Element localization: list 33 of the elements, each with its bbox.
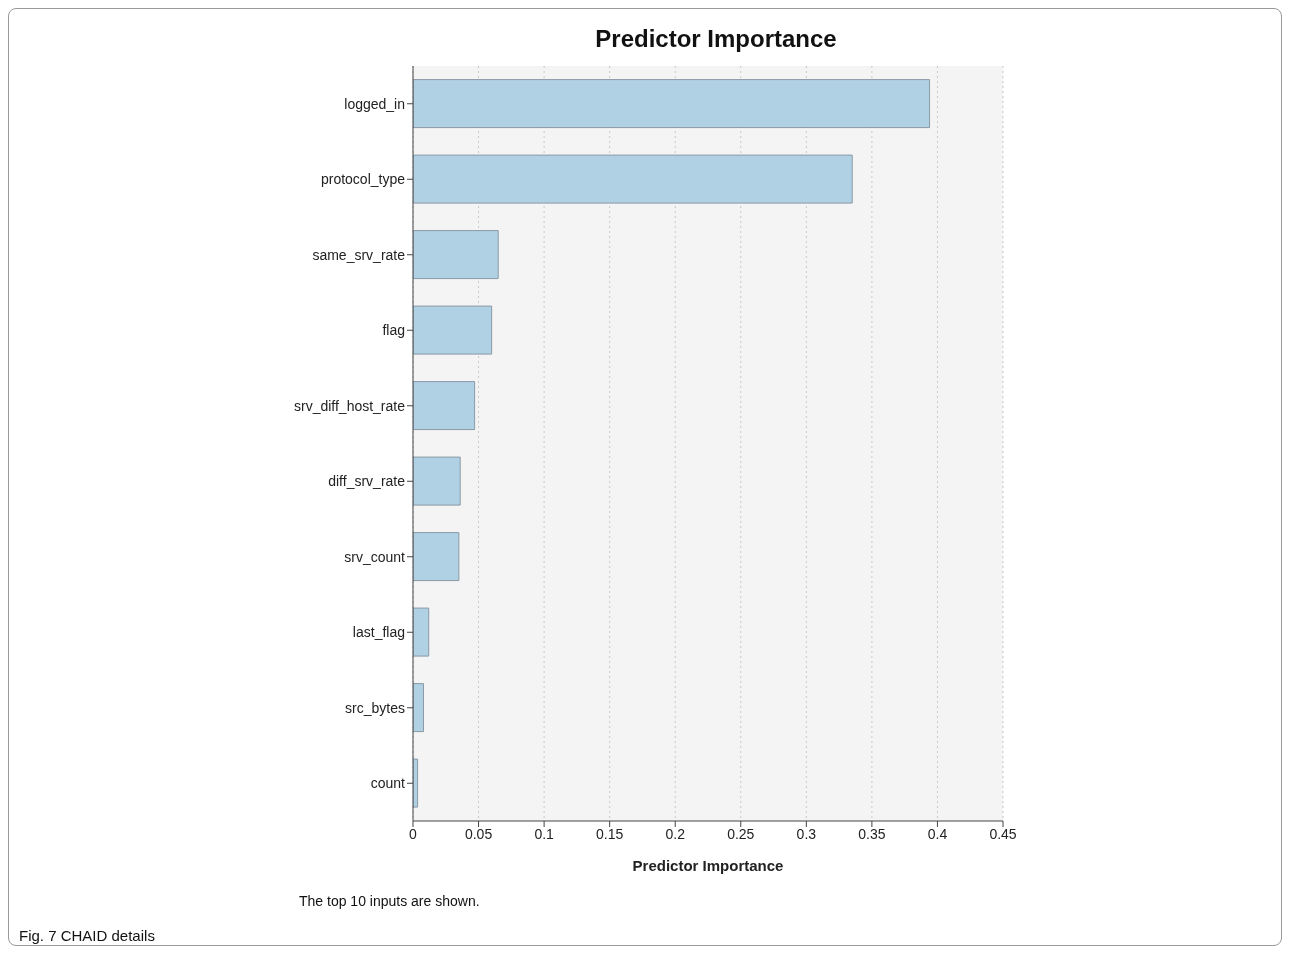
- x-tick-label: 0.45: [989, 825, 1017, 842]
- y-tick-label: protocol_type: [320, 171, 406, 188]
- x-tick-label: 0.3: [796, 825, 817, 842]
- bar: [413, 532, 460, 582]
- x-axis-title: Predictor Importance: [632, 857, 784, 874]
- x-tick-label: 0.15: [596, 825, 624, 842]
- x-tick-label: 0.05: [464, 825, 493, 842]
- bar: [413, 607, 430, 657]
- bar: [413, 456, 461, 506]
- bar: [413, 154, 853, 204]
- y-tick-label: count: [370, 775, 406, 792]
- caption: Fig. 7 CHAID details: [19, 927, 155, 944]
- y-tick-label: flag: [382, 322, 405, 339]
- x-tick-label: 0.1: [534, 825, 555, 842]
- bar: [413, 79, 931, 129]
- y-tick-label: logged_in: [344, 95, 405, 112]
- bar: [413, 305, 493, 355]
- y-tick-label: src_bytes: [345, 699, 405, 716]
- x-tick-label: 0.2: [665, 825, 686, 842]
- x-tick-label: 0.25: [727, 825, 755, 842]
- chart-title: Predictor Importance: [594, 25, 838, 53]
- y-tick-label: srv_diff_host_rate: [293, 397, 406, 414]
- x-tick-label: 0.35: [858, 825, 886, 842]
- bar: [413, 381, 476, 431]
- bar: [413, 230, 499, 280]
- y-tick-label: last_flag: [352, 624, 405, 641]
- x-tick-label: 0.4: [927, 825, 948, 842]
- x-tick-label: 0: [409, 825, 418, 842]
- y-tick-label: diff_srv_rate: [328, 473, 406, 490]
- y-tick-label: same_srv_rate: [312, 246, 406, 263]
- bar: [413, 683, 424, 733]
- text: The top 10 inputs are shown.: [299, 893, 480, 909]
- y-tick-label: srv_count: [344, 548, 406, 565]
